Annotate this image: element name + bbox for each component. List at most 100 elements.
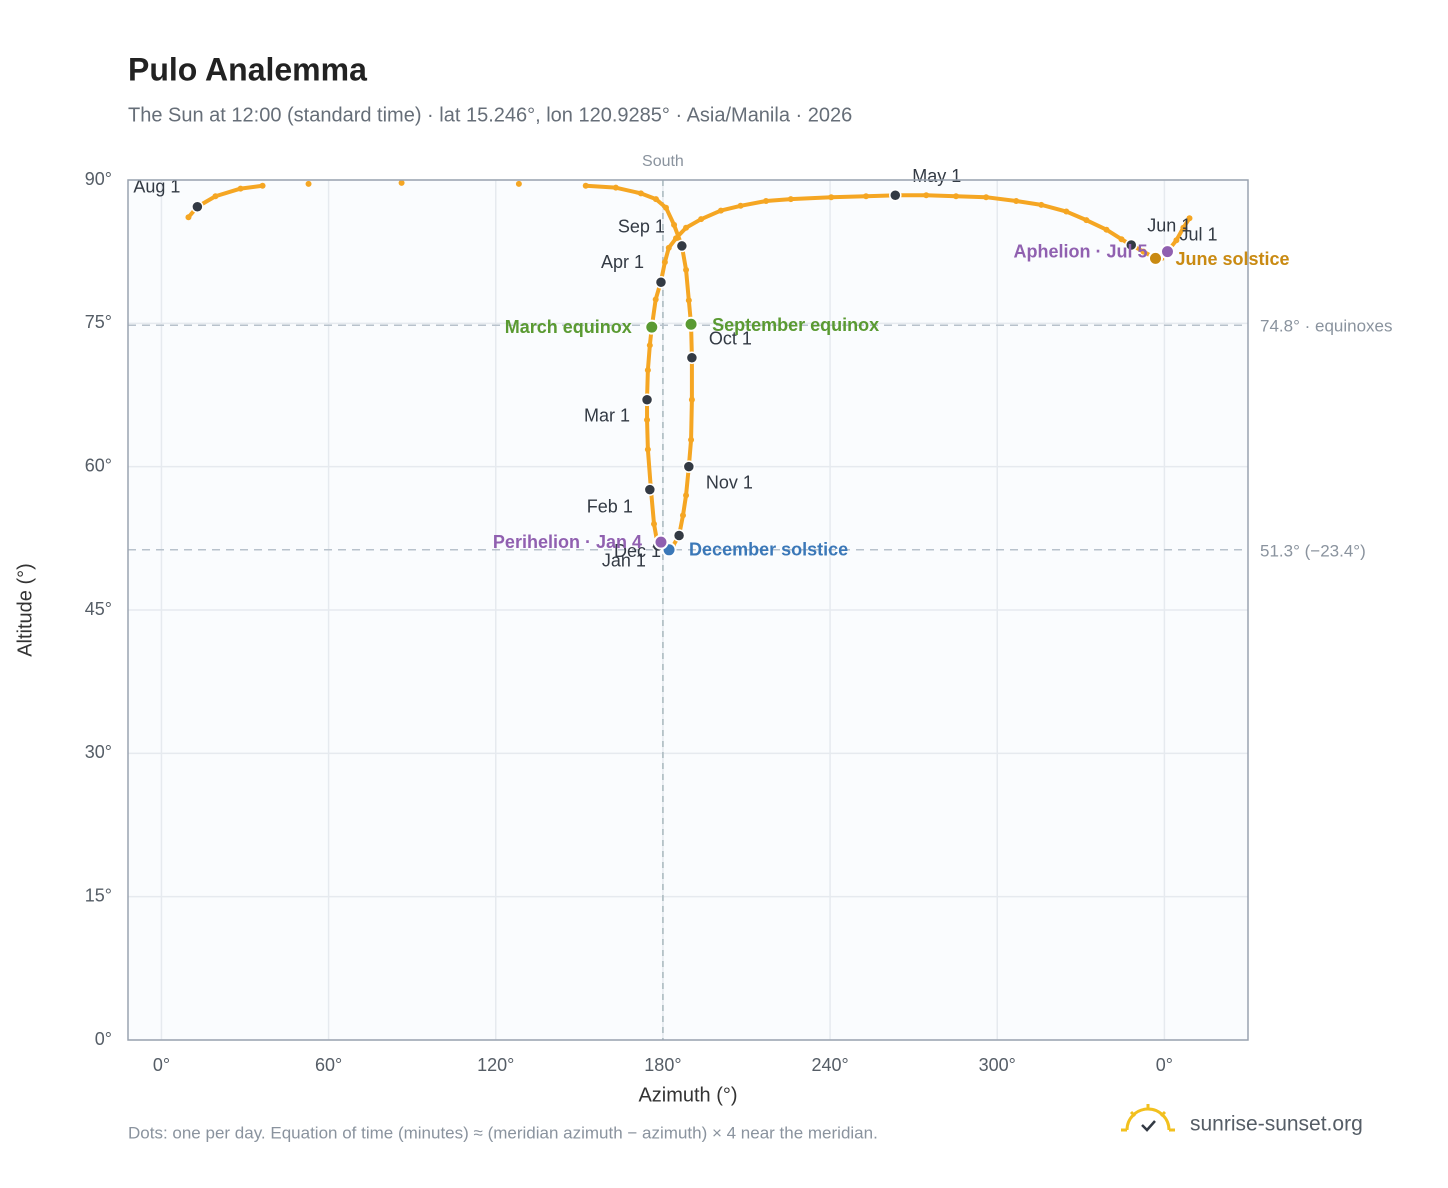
month-label: Mar 1 (584, 406, 630, 426)
daily-dot (685, 297, 692, 304)
month-label: Sep 1 (618, 217, 665, 237)
daily-dot (305, 180, 312, 187)
month-marker (191, 200, 204, 214)
daily-dot (737, 202, 744, 209)
daily-dot (652, 296, 659, 303)
month-label: Jan 1 (602, 551, 646, 571)
month-marker (1125, 238, 1138, 252)
daily-dot (637, 190, 644, 197)
chart-subtitle: The Sun at 12:00 (standard time) · lat 1… (128, 104, 852, 126)
y-tick-label: 0° (95, 1029, 112, 1049)
month-label: May 1 (912, 166, 961, 186)
meridian-label: South (642, 153, 684, 170)
daily-dot (662, 204, 669, 211)
month-label: Aug 1 (133, 177, 180, 197)
path-segment (1039, 202, 1069, 214)
daily-dot (1140, 248, 1147, 255)
y-tick-label: 15° (85, 885, 112, 905)
month-label: Jun 1 (1147, 216, 1191, 236)
daily-dot (644, 446, 651, 453)
daily-dot (923, 192, 930, 199)
daily-dot (671, 221, 678, 228)
event-marker (683, 316, 699, 332)
event-marker (1148, 250, 1164, 266)
daily-dot (652, 196, 659, 203)
daily-dot (1038, 201, 1045, 208)
x-tick-label: 60° (315, 1055, 342, 1075)
y-axis-label: Altitude (°) (14, 563, 36, 657)
event-label: December solstice (689, 540, 848, 560)
daily-dot (1103, 226, 1110, 233)
chart-title: Pulo Analemma (128, 51, 367, 87)
reference-label: 51.3° (−23.4°) (1260, 541, 1366, 560)
daily-dot (612, 184, 619, 191)
path-segment (645, 447, 653, 492)
daily-dot (398, 179, 405, 186)
daily-dot (1063, 208, 1070, 215)
x-tick-label: 240° (811, 1055, 848, 1075)
path-segment (684, 267, 691, 303)
x-tick-label: 120° (477, 1055, 514, 1075)
month-label: Jul 1 (1179, 224, 1217, 244)
daily-dot (185, 214, 192, 221)
month-marker (654, 275, 668, 289)
path-segment (788, 195, 834, 202)
daily-dot (661, 259, 668, 266)
daily-dot (237, 185, 244, 192)
daily-dot (683, 266, 690, 273)
path-segment (213, 186, 243, 199)
month-marker (643, 483, 657, 496)
daily-dot (212, 193, 219, 200)
month-label: Dec 1 (614, 541, 661, 561)
brand-logo (1121, 1104, 1175, 1132)
path-segment (645, 343, 652, 373)
path-segment (829, 194, 869, 200)
month-label: Apr 1 (601, 252, 644, 272)
daily-dot (644, 416, 651, 423)
month-marker (672, 529, 686, 542)
daily-dot (673, 235, 680, 242)
daily-dot (646, 342, 653, 349)
path-segment (764, 197, 793, 204)
x-tick-label: 300° (979, 1055, 1016, 1075)
daily-dot (863, 193, 870, 200)
month-label: Nov 1 (706, 472, 753, 492)
daily-dot (644, 367, 651, 374)
brand-name: sunrise-sunset.org (1190, 1113, 1363, 1136)
daily-dot (1118, 236, 1125, 243)
path-segment (1014, 199, 1044, 207)
month-label: Oct 1 (709, 328, 752, 348)
path-segment (613, 185, 643, 196)
path-segment (699, 208, 723, 222)
month-marker (889, 189, 902, 202)
daily-dot (1186, 215, 1193, 222)
event-label: March equinox (505, 317, 632, 337)
daily-dot (1173, 237, 1180, 244)
path-segment (984, 195, 1019, 204)
event-label: Aphelion · Jul 5 (1013, 241, 1147, 261)
daily-dot (665, 244, 672, 251)
x-tick-label: 180° (644, 1055, 681, 1075)
x-tick-label: 0° (153, 1055, 170, 1075)
daily-dot (698, 216, 705, 223)
path-segment (680, 493, 689, 518)
daily-dot (683, 492, 690, 499)
path-segment (738, 199, 769, 208)
y-tick-label: 45° (85, 599, 112, 619)
daily-dot (582, 182, 589, 189)
daily-dot (1180, 224, 1187, 231)
month-marker (640, 393, 654, 407)
daily-dot (763, 198, 770, 205)
path-segment (1064, 209, 1089, 223)
y-tick-label: 75° (85, 312, 112, 332)
x-axis-label: Azimuth (°) (638, 1084, 737, 1106)
event-label: September equinox (712, 315, 879, 335)
path-segment (689, 397, 694, 442)
daily-dot (1013, 198, 1020, 205)
daily-dot (679, 512, 686, 519)
month-marker (685, 351, 699, 364)
daily-dot (787, 196, 794, 203)
daily-dot (828, 194, 835, 201)
